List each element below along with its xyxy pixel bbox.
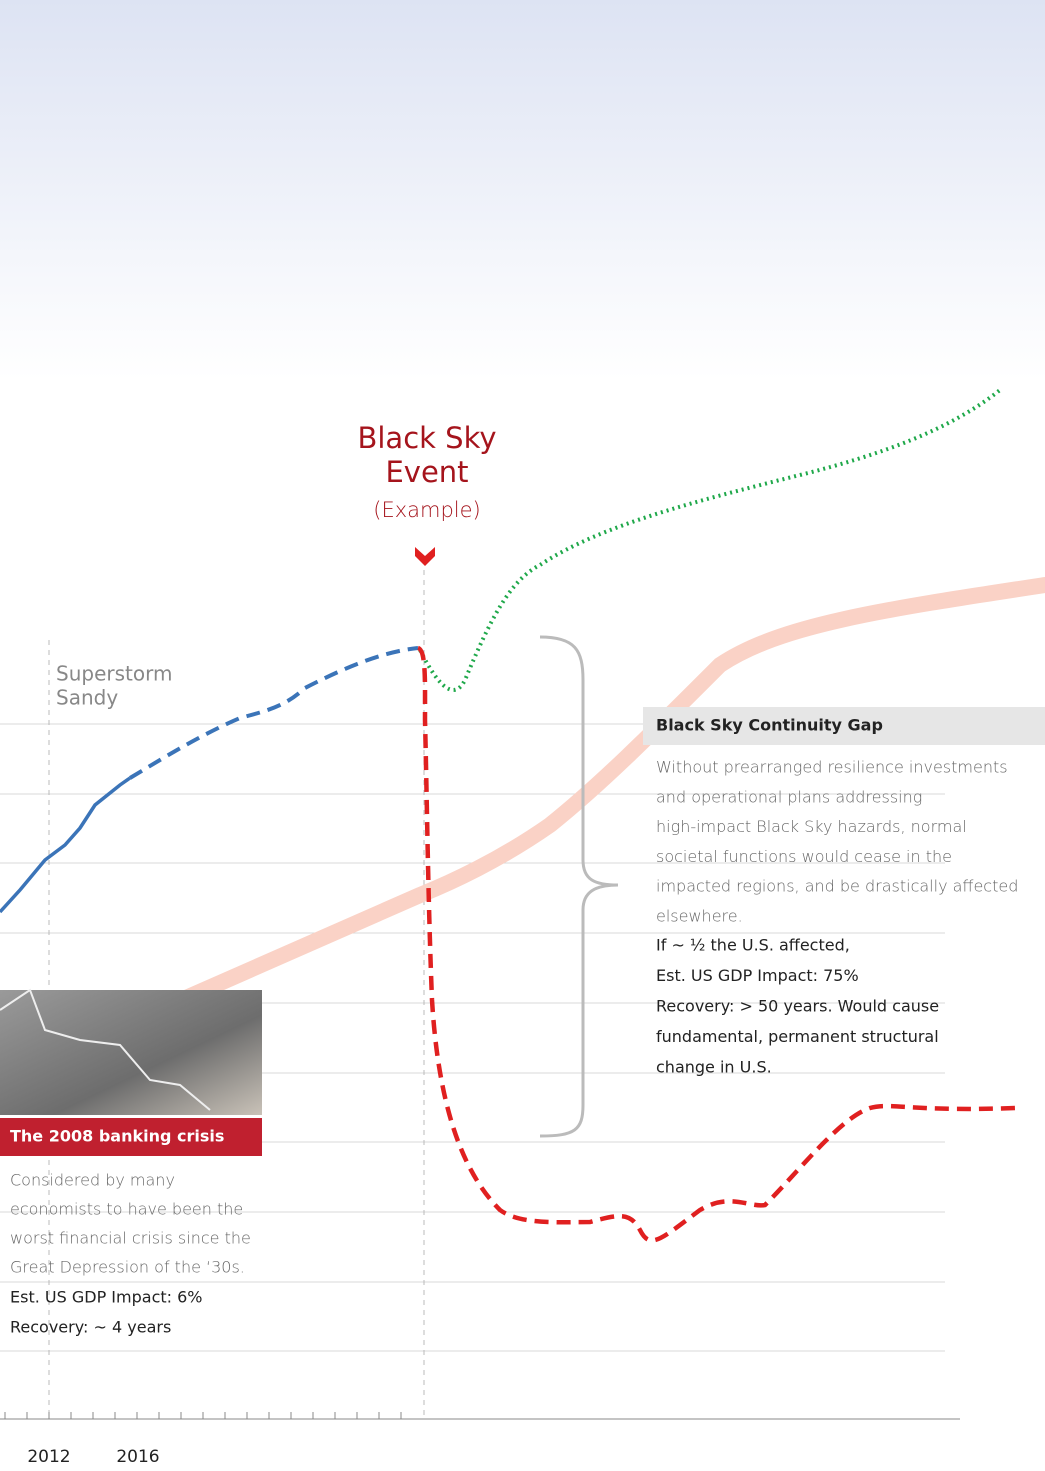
gap-impact: fundamental, permanent structural — [656, 1027, 939, 1046]
gap-impact: Est. US GDP Impact: 75% — [656, 966, 859, 985]
resilient-line — [420, 390, 1000, 690]
crisis-text: worst financial crisis since the — [10, 1229, 251, 1248]
crisis-impact: Est. US GDP Impact: 6% — [10, 1288, 203, 1307]
gap-impact: change in U.S. — [656, 1058, 772, 1077]
event-chevron — [415, 547, 435, 566]
historic-line — [0, 778, 130, 912]
gap-brace — [540, 637, 618, 1136]
annotation: Superstorm — [56, 662, 172, 686]
event-title: Event — [385, 455, 468, 489]
gap-impact: Recovery: > 50 years. Would cause — [656, 997, 939, 1016]
gap-title: Black Sky Continuity Gap — [656, 716, 883, 735]
infographic: 2012 2016 Black Sky Event (Example) Supe… — [0, 0, 1045, 1471]
gap-text: impacted regions, and be drastically aff… — [656, 877, 1018, 896]
gap-text: high-impact Black Sky hazards, normal — [656, 817, 967, 836]
gap-body: Without prearranged resilience investmen… — [656, 758, 1018, 1077]
annotation: Sandy — [56, 686, 118, 710]
crisis-body: Considered by many economists to have bee… — [10, 1171, 251, 1337]
crisis-text: Considered by many — [10, 1171, 175, 1190]
gap-text: societal functions would cease in the — [656, 847, 952, 866]
gap-impact: If ~ ½ the U.S. affected, — [656, 936, 850, 955]
event-subtitle: (Example) — [373, 498, 481, 522]
projected-line — [130, 648, 418, 778]
x-ticks — [5, 1412, 401, 1419]
crisis-title: The 2008 banking crisis — [10, 1127, 224, 1146]
crisis-text: Great Depression of the ‘30s. — [10, 1258, 245, 1277]
x-label: 2012 — [27, 1447, 70, 1467]
event-title: Black Sky — [357, 421, 496, 455]
gap-text: elsewhere. — [656, 907, 743, 926]
crisis-text: economists to have been the — [10, 1200, 243, 1219]
crisis-impact: Recovery: ~ 4 years — [10, 1318, 171, 1337]
background — [0, 0, 1045, 380]
gap-text: and operational plans addressing — [656, 787, 922, 806]
gap-text: Without prearranged resilience investmen… — [656, 758, 1008, 777]
x-label: 2016 — [116, 1447, 159, 1467]
crisis-photo — [0, 990, 262, 1115]
